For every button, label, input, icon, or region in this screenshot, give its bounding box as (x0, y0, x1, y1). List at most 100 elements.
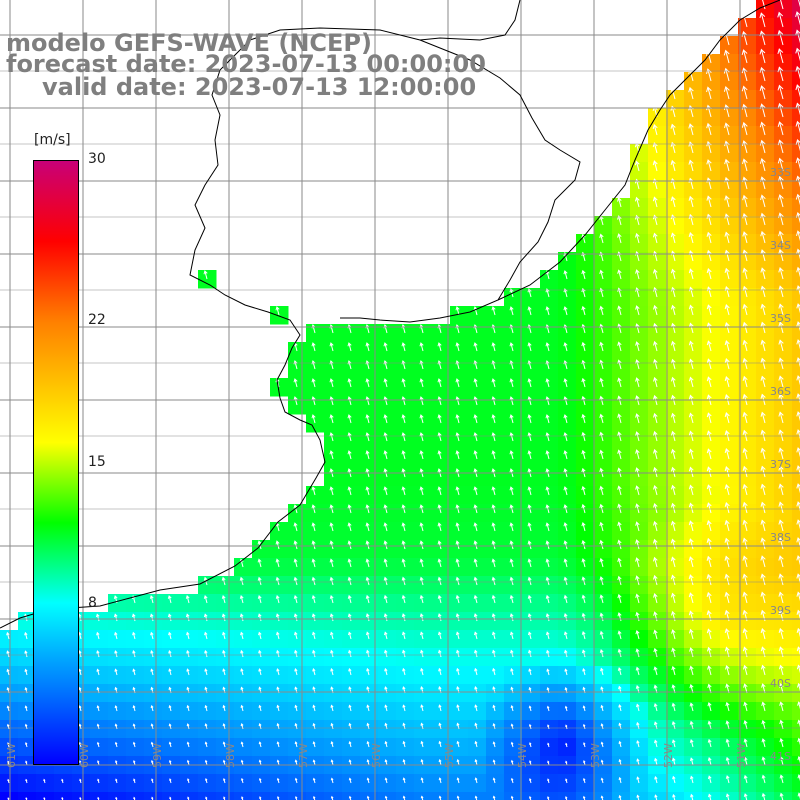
wind-arrow (636, 486, 640, 496)
wind-arrow-head (653, 647, 658, 653)
wind-arrow (348, 450, 352, 460)
wind-arrow (348, 650, 352, 658)
speed-cell (720, 486, 739, 505)
wind-arrow-head (724, 322, 730, 328)
wind-arrow (96, 632, 100, 640)
wind-arrow (796, 121, 800, 134)
speed-cell (576, 774, 595, 793)
speed-cell (504, 648, 523, 667)
wind-arrow-head (688, 592, 694, 598)
wind-arrow-head (742, 646, 748, 652)
speed-cell (414, 648, 433, 667)
wind-arrow-head (707, 757, 712, 761)
wind-arrow (474, 360, 478, 370)
wind-arrow-head (796, 519, 800, 525)
wind-arrow (528, 414, 532, 424)
wind-arrow (6, 651, 10, 658)
speed-cell (720, 450, 739, 469)
wind-arrow-head (384, 722, 388, 726)
wind-arrow (330, 541, 334, 550)
speed-cell (702, 90, 721, 109)
speed-cell (756, 198, 775, 217)
speed-cell (720, 72, 739, 91)
wind-arrow-head (742, 303, 748, 309)
speed-cell (756, 270, 775, 289)
wind-arrow-head (565, 760, 568, 763)
speed-cell (666, 342, 685, 361)
speed-cell (540, 486, 559, 505)
wind-arrow (294, 360, 298, 370)
wind-arrow (618, 432, 622, 442)
wind-arrow-head (760, 573, 766, 579)
wind-arrow-head (6, 705, 10, 709)
wind-arrow-head (97, 760, 100, 763)
wind-arrow (797, 139, 800, 152)
wind-arrow (689, 305, 694, 316)
speed-cell (738, 666, 757, 685)
speed-cell (522, 666, 541, 685)
speed-cell (288, 684, 307, 703)
speed-cell (342, 576, 361, 595)
wind-arrow (546, 342, 550, 352)
wind-arrow (24, 632, 28, 640)
wind-arrow (671, 124, 676, 136)
wind-arrow-head (565, 778, 568, 781)
wind-arrow (438, 432, 442, 442)
wind-arrow (636, 287, 640, 298)
speed-cell (774, 360, 793, 379)
wind-arrow (743, 104, 748, 118)
speed-cell (306, 486, 325, 505)
wind-arrow (780, 683, 784, 694)
wind-arrow-head (365, 594, 370, 599)
wind-arrow-head (6, 631, 10, 636)
speed-cell (486, 540, 505, 559)
wind-arrow (402, 577, 406, 586)
wind-arrow-head (796, 411, 800, 417)
wind-arrow (779, 574, 784, 586)
speed-cell (774, 648, 793, 667)
speed-cell (702, 540, 721, 559)
wind-arrow-head (653, 611, 658, 616)
wind-arrow (348, 632, 352, 640)
wind-arrow-head (741, 121, 748, 128)
speed-cell (306, 612, 325, 631)
wind-arrow (276, 559, 280, 568)
wind-arrow-head (778, 447, 784, 453)
wind-arrow-head (241, 796, 244, 799)
speed-cell (756, 522, 775, 541)
wind-arrow-head (96, 686, 100, 690)
speed-cell (396, 702, 415, 721)
speed-cell (378, 522, 397, 541)
speed-cell (756, 90, 775, 109)
speed-cell (378, 612, 397, 631)
wind-arrow-head (635, 503, 640, 508)
wind-arrow (150, 595, 154, 604)
speed-cell (576, 558, 595, 577)
speed-cell (774, 288, 793, 307)
wind-arrow-head (312, 686, 316, 690)
wind-arrow-head (742, 664, 748, 670)
speed-cell (648, 558, 667, 577)
wind-arrow-head (114, 668, 118, 672)
speed-cell (342, 360, 361, 379)
wind-arrow (564, 541, 568, 550)
speed-cell (108, 738, 127, 757)
wind-arrow (707, 592, 712, 604)
wind-arrow (420, 396, 424, 406)
wind-arrow-head (635, 648, 640, 653)
wind-arrow-head (688, 466, 694, 472)
speed-cell (198, 648, 217, 667)
wind-arrow-head (150, 650, 154, 654)
speed-cell (702, 720, 721, 739)
speed-cell (522, 522, 541, 541)
wind-arrow-head (329, 414, 334, 419)
wind-arrow (510, 577, 514, 586)
wind-arrow-head (311, 396, 316, 401)
speed-cell (180, 594, 199, 613)
speed-cell (270, 702, 289, 721)
wind-arrow-head (563, 613, 568, 617)
wind-arrow (528, 577, 532, 586)
speed-cell (504, 738, 523, 757)
wind-arrow-head (761, 701, 766, 706)
wind-arrow (743, 268, 748, 280)
